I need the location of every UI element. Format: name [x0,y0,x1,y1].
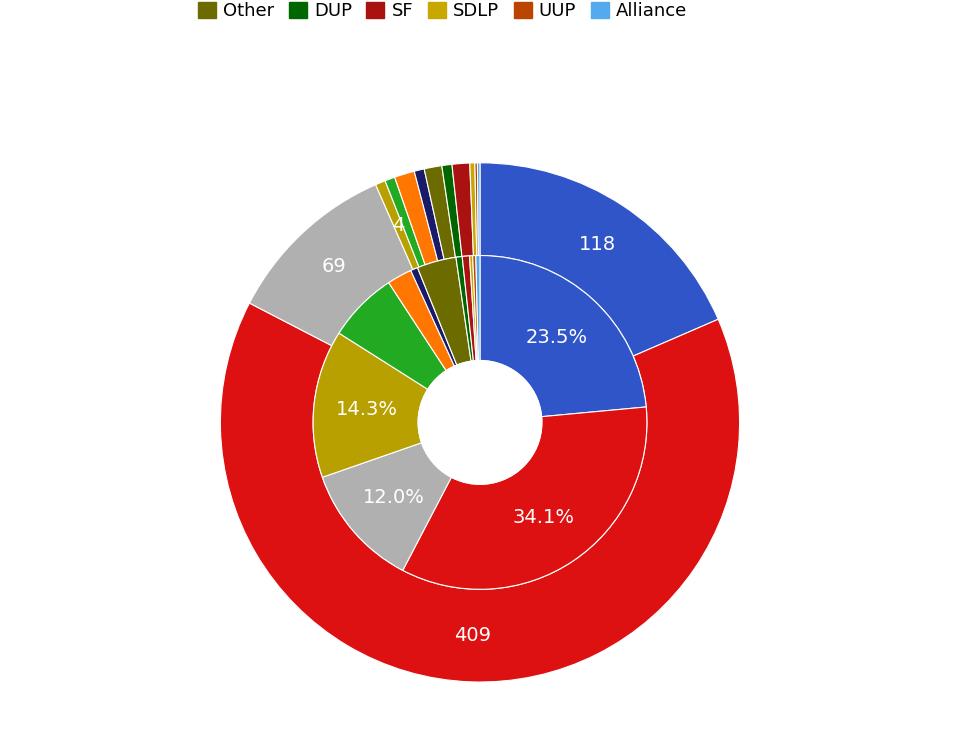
Wedge shape [452,163,473,257]
Wedge shape [456,257,473,361]
Wedge shape [476,256,480,361]
Wedge shape [403,407,647,589]
Wedge shape [411,268,457,367]
Wedge shape [339,283,446,390]
Wedge shape [475,163,478,256]
Circle shape [419,361,541,484]
Wedge shape [442,165,462,257]
Wedge shape [480,163,718,356]
Text: 69: 69 [322,257,347,276]
Wedge shape [469,256,477,361]
Wedge shape [462,256,476,361]
Text: 14.3%: 14.3% [335,400,397,419]
Wedge shape [395,171,438,265]
Text: 34.1%: 34.1% [513,508,575,527]
Wedge shape [424,165,455,260]
Text: 4: 4 [392,216,404,235]
Legend: Other, DUP, SF, SDLP, UUP, Alliance: Other, DUP, SF, SDLP, UUP, Alliance [192,0,692,25]
Wedge shape [313,333,428,477]
Wedge shape [385,177,425,267]
Wedge shape [375,181,419,269]
Wedge shape [480,256,646,417]
Wedge shape [418,257,471,365]
Text: 12.0%: 12.0% [363,488,424,506]
Text: 23.5%: 23.5% [526,328,588,347]
Wedge shape [250,185,413,346]
Text: 409: 409 [454,626,492,645]
Wedge shape [389,271,454,371]
Wedge shape [469,163,477,256]
Wedge shape [472,256,478,361]
Wedge shape [323,443,451,571]
Text: 118: 118 [579,235,615,254]
Wedge shape [221,303,739,682]
Wedge shape [415,169,444,261]
Wedge shape [477,163,480,256]
